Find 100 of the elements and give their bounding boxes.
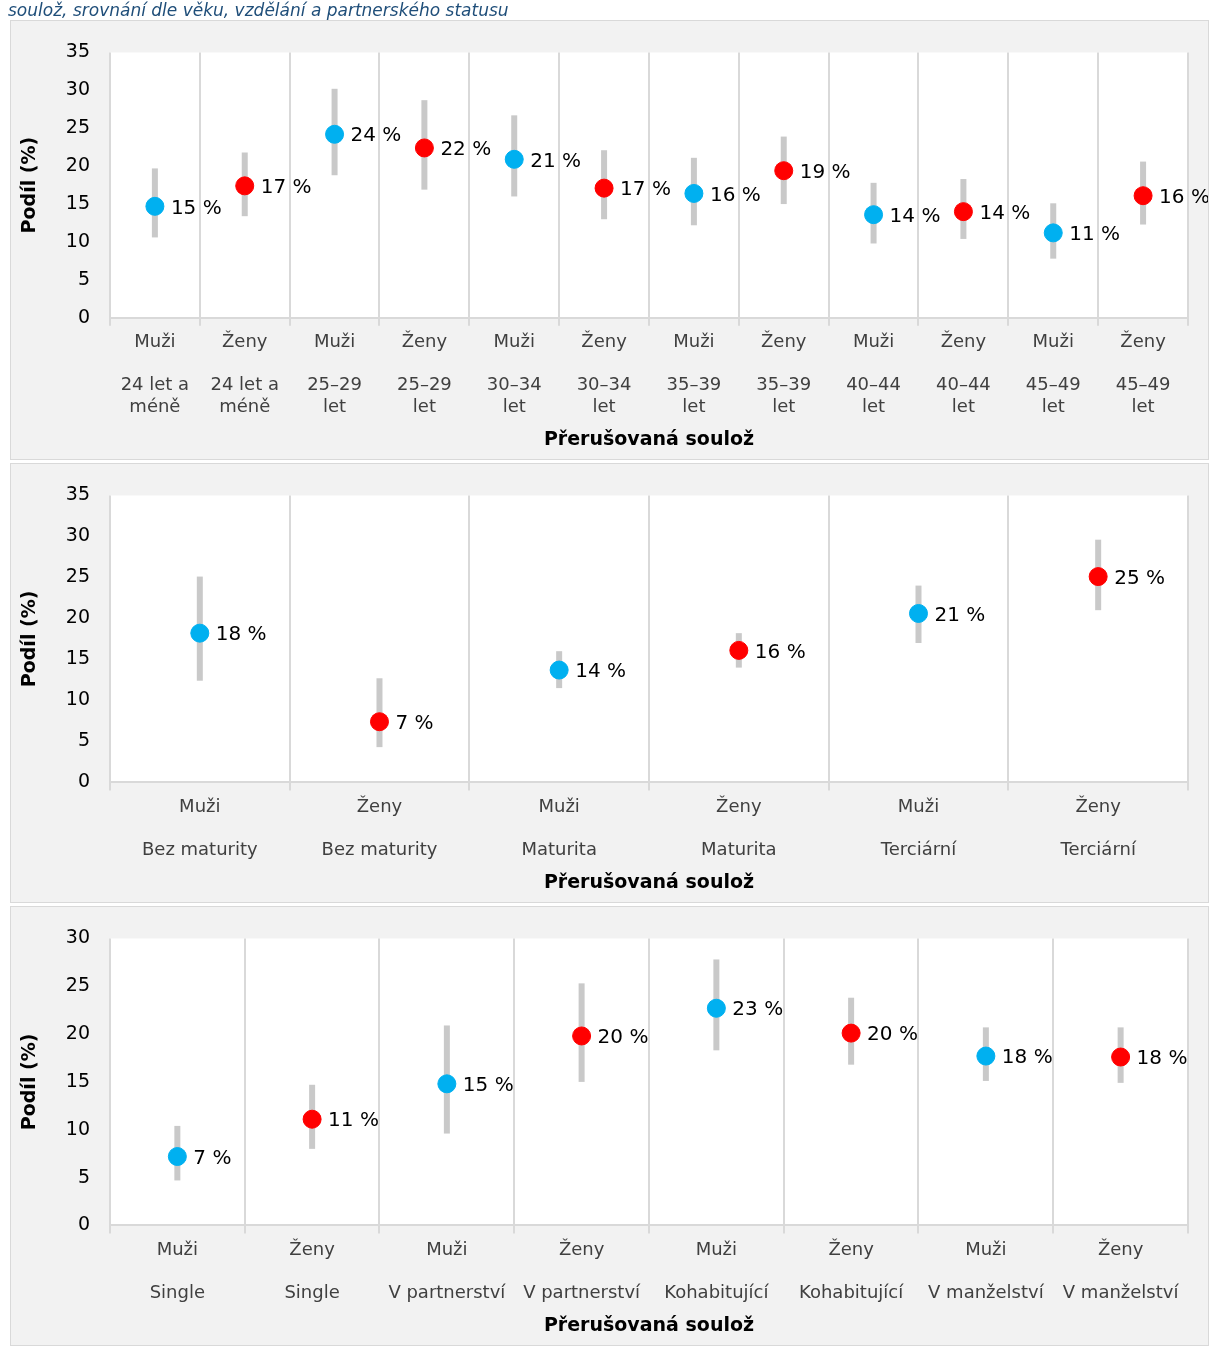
category-label: Muži Single bbox=[149, 1237, 206, 1303]
point bbox=[864, 205, 884, 225]
y-tick-label: 30 bbox=[65, 925, 90, 948]
data-label: 7 % bbox=[193, 1144, 232, 1169]
y-tick-label: 5 bbox=[77, 1164, 90, 1187]
category-label: Muži 30–34 let bbox=[486, 330, 542, 417]
data-label: 22 % bbox=[440, 136, 492, 161]
data-label: 14 % bbox=[979, 199, 1031, 224]
y-axis-title: Podíl (%) bbox=[17, 590, 40, 688]
category-label: Ženy 30–34 let bbox=[576, 330, 632, 417]
point bbox=[684, 183, 704, 203]
x-axis-title: Přerušovaná soulož bbox=[543, 1312, 755, 1335]
data-label: 15 % bbox=[170, 194, 222, 219]
category-label: Muži V manželství bbox=[928, 1237, 1044, 1303]
y-tick-label: 20 bbox=[65, 153, 90, 176]
data-label: 14 % bbox=[889, 202, 941, 227]
data-label: 18 % bbox=[1001, 1044, 1053, 1069]
data-label: 14 % bbox=[575, 658, 626, 683]
point bbox=[325, 124, 345, 144]
y-tick-label: 15 bbox=[65, 190, 90, 213]
category-label: Ženy 40–44 let bbox=[936, 330, 991, 417]
data-label: 17 % bbox=[620, 176, 671, 201]
y-tick-label: 15 bbox=[65, 1068, 90, 1091]
point bbox=[953, 202, 973, 222]
point bbox=[706, 998, 726, 1018]
y-tick-label: 20 bbox=[65, 1021, 90, 1043]
point bbox=[1043, 223, 1063, 243]
y-tick-label: 10 bbox=[65, 687, 90, 710]
point bbox=[841, 1023, 861, 1043]
point bbox=[908, 603, 928, 623]
data-label: 25 % bbox=[1114, 564, 1165, 589]
point bbox=[369, 712, 389, 732]
point bbox=[1088, 567, 1108, 587]
point bbox=[572, 1026, 592, 1046]
point bbox=[190, 623, 210, 643]
category-label: Ženy 35–39 let bbox=[756, 330, 812, 417]
point bbox=[774, 161, 794, 181]
point bbox=[1133, 186, 1153, 206]
point bbox=[437, 1074, 457, 1094]
category-label: Ženy 45–49 let bbox=[1115, 330, 1171, 417]
point bbox=[729, 640, 749, 660]
y-axis-title: Podíl (%) bbox=[17, 136, 40, 234]
x-axis-title: Přerušovaná soulož bbox=[543, 426, 755, 449]
category-label: Muži V partnerství bbox=[388, 1237, 506, 1303]
data-label: 16 % bbox=[709, 181, 761, 206]
category-label: Ženy V manželství bbox=[1062, 1237, 1179, 1303]
y-tick-label: 5 bbox=[77, 266, 90, 289]
data-label: 21 % bbox=[934, 601, 986, 626]
data-label: 16 % bbox=[1159, 183, 1209, 208]
point bbox=[414, 138, 434, 158]
data-label: 11 % bbox=[1069, 221, 1121, 246]
data-label: 7 % bbox=[395, 709, 434, 734]
category-label: Muži 45–49 let bbox=[1025, 330, 1081, 417]
data-label: 15 % bbox=[462, 1072, 514, 1097]
data-label: 18 % bbox=[1136, 1045, 1188, 1070]
category-label: Ženy Single bbox=[284, 1237, 340, 1303]
data-label: 20 % bbox=[867, 1021, 918, 1046]
y-tick-label: 30 bbox=[65, 77, 90, 100]
data-label: 23 % bbox=[732, 996, 784, 1021]
data-label: 20 % bbox=[597, 1024, 649, 1049]
x-axis-title: Přerušovaná soulož bbox=[543, 869, 755, 892]
point bbox=[504, 149, 524, 169]
y-tick-label: 10 bbox=[65, 228, 90, 251]
point bbox=[167, 1147, 187, 1167]
category-label: Muži Maturita bbox=[521, 794, 597, 860]
y-tick-label: 25 bbox=[65, 973, 90, 996]
category-label: Muži Kohabitující bbox=[664, 1237, 769, 1303]
y-tick-label: 0 bbox=[77, 1212, 90, 1235]
y-tick-label: 25 bbox=[65, 564, 90, 587]
point bbox=[145, 196, 165, 216]
category-label: Muži 25–29 let bbox=[307, 330, 362, 417]
y-tick-label: 30 bbox=[65, 523, 90, 546]
point bbox=[302, 1109, 322, 1129]
category-label: Ženy 24 let a méně bbox=[210, 330, 279, 417]
point bbox=[549, 660, 569, 680]
chart-title: soulož, srovnání dle věku, vzdělání a partnerského statusu bbox=[7, 0, 510, 20]
point bbox=[1111, 1047, 1131, 1067]
category-label: Muži Bez maturity bbox=[141, 794, 258, 860]
data-label: 21 % bbox=[530, 147, 582, 172]
point bbox=[594, 178, 614, 198]
y-tick-label: 35 bbox=[65, 39, 90, 62]
y-tick-label: 0 bbox=[77, 769, 90, 792]
y-tick-label: 20 bbox=[65, 605, 90, 628]
data-label: 16 % bbox=[754, 638, 806, 663]
category-label: Ženy Maturita bbox=[701, 794, 777, 860]
category-label: Muži 24 let a méně bbox=[120, 330, 190, 417]
data-label: 19 % bbox=[799, 158, 851, 183]
y-tick-label: 10 bbox=[65, 1116, 90, 1139]
y-tick-label: 5 bbox=[77, 728, 90, 751]
data-label: 17 % bbox=[260, 174, 312, 199]
category-label: Ženy V partnerství bbox=[523, 1237, 641, 1303]
category-label: Ženy Terciární bbox=[1060, 794, 1136, 860]
y-axis-title: Podíl (%) bbox=[17, 1033, 40, 1131]
category-label: Muži Terciární bbox=[880, 794, 957, 860]
y-tick-label: 0 bbox=[77, 304, 90, 327]
y-tick-label: 35 bbox=[65, 482, 90, 505]
category-label: Muži 40–44 let bbox=[846, 330, 901, 417]
point bbox=[235, 176, 255, 196]
data-label: 24 % bbox=[350, 122, 402, 147]
category-label: Ženy Kohabitující bbox=[799, 1237, 904, 1303]
